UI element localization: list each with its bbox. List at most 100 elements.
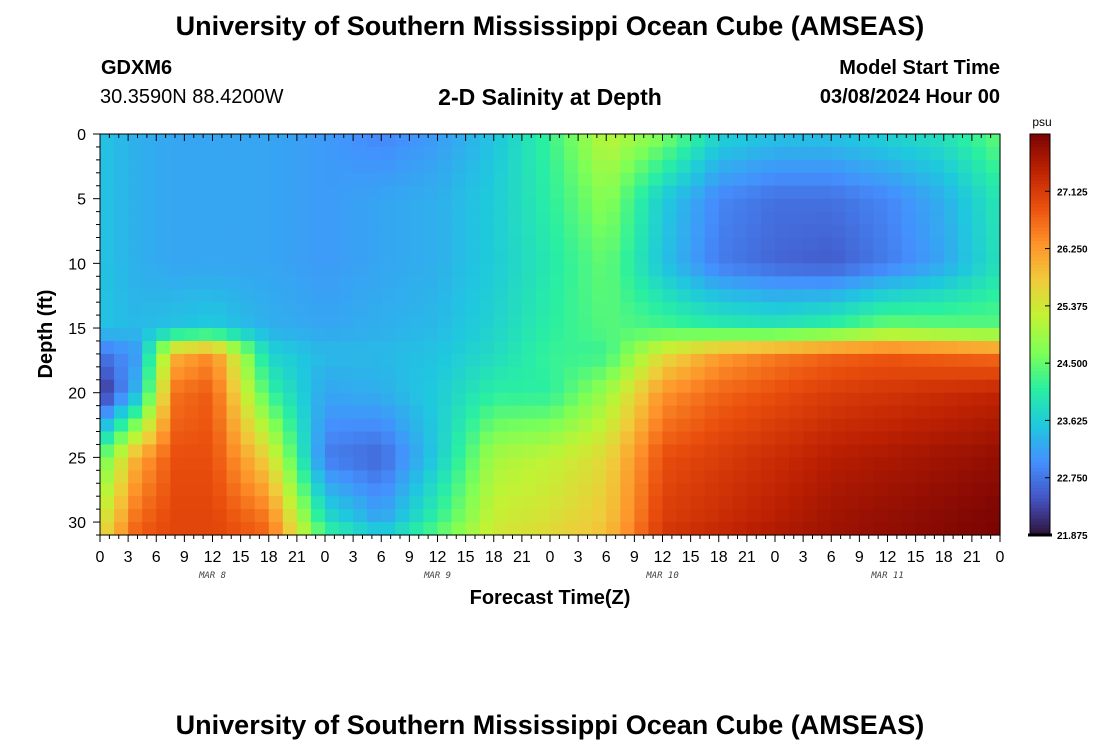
heatmap-cell (254, 379, 270, 394)
heatmap-cell (325, 328, 340, 342)
heatmap-cell (240, 379, 256, 394)
heatmap-cell (381, 315, 396, 329)
heatmap-cell (100, 172, 115, 187)
heatmap-cell (381, 159, 396, 174)
heatmap-cell (592, 496, 607, 510)
heatmap-cell (339, 289, 354, 303)
heatmap-cell (732, 250, 748, 264)
colorbar-tick-label: 23.625 (1057, 416, 1088, 427)
colorbar-segment (1030, 217, 1050, 222)
heatmap-cell (395, 509, 410, 523)
heatmap-cell (606, 185, 621, 200)
heatmap-cell (423, 353, 439, 368)
heatmap-cell (985, 211, 1001, 226)
heatmap-cell (578, 172, 593, 187)
heatmap-cell (845, 159, 860, 174)
heatmap-cell (170, 509, 185, 523)
heatmap-cell (521, 224, 537, 239)
colorbar-segment (1030, 321, 1050, 326)
heatmap-cell (662, 211, 678, 226)
heatmap-cell (240, 509, 256, 523)
heatmap-cell (760, 211, 776, 226)
heatmap-cell (184, 172, 200, 187)
heatmap-cell (732, 405, 748, 420)
heatmap-cell (521, 483, 537, 497)
colorbar-segment (1030, 197, 1050, 202)
heatmap-cell (226, 198, 242, 213)
heatmap-cell (507, 509, 523, 523)
x-tick-label: 21 (738, 549, 756, 566)
heatmap-cell (451, 146, 467, 161)
heatmap-cell (128, 289, 143, 303)
heatmap-cell (226, 470, 242, 484)
heatmap-cell (296, 483, 312, 497)
heatmap-cell (817, 159, 832, 174)
heatmap-cell (156, 457, 171, 471)
heatmap-cell (353, 353, 368, 368)
heatmap-cell (873, 405, 889, 420)
heatmap-cell (367, 405, 382, 420)
heatmap-cell (775, 470, 790, 484)
heatmap-cell (971, 418, 987, 433)
heatmap-cell (971, 328, 987, 342)
heatmap-cell (395, 366, 410, 381)
heatmap-cell (226, 263, 242, 277)
heatmap-cell (732, 159, 748, 174)
heatmap-cell (915, 509, 931, 523)
heatmap-cell (353, 146, 368, 161)
heatmap-cell (423, 418, 439, 433)
page-title: University of Southern Mississippi Ocean… (175, 11, 925, 41)
heatmap-cell (592, 340, 607, 355)
heatmap-cell (985, 237, 1001, 252)
heatmap-cell (662, 289, 678, 303)
heatmap-cell (325, 250, 340, 264)
heatmap-cell (128, 159, 143, 174)
heatmap-cell (226, 159, 242, 174)
heatmap-cell (465, 379, 481, 394)
heatmap-cell (648, 522, 664, 536)
heatmap-cell (296, 237, 312, 252)
heatmap-cell (901, 302, 917, 316)
heatmap-cell (929, 224, 945, 239)
heatmap-cell (451, 237, 467, 252)
heatmap-cell (718, 328, 734, 342)
heatmap-cell (718, 289, 734, 303)
heatmap-cell (789, 263, 804, 277)
heatmap-cell (479, 353, 495, 368)
heatmap-cell (296, 250, 312, 264)
heatmap-cell (873, 392, 889, 407)
heatmap-cell (212, 340, 228, 355)
heatmap-cell (564, 224, 579, 239)
heatmap-cell (184, 302, 200, 316)
heatmap-cell (451, 211, 467, 226)
heatmap-cell (704, 185, 720, 200)
colorbar-segment (1030, 461, 1050, 466)
heatmap-cell (437, 185, 453, 200)
heatmap-cell (746, 289, 762, 303)
heatmap-cell (451, 353, 467, 368)
heatmap-cell (282, 198, 298, 213)
heatmap-cell (451, 470, 467, 484)
heatmap-cell (550, 237, 565, 252)
heatmap-cell (367, 353, 382, 368)
heatmap-cell (732, 418, 748, 433)
heatmap-cell (873, 198, 889, 213)
heatmap-cell (353, 172, 368, 187)
heatmap-cell (676, 496, 692, 510)
heatmap-cell (325, 172, 340, 187)
colorbar-segment (1030, 134, 1050, 138)
heatmap-cell (845, 405, 860, 420)
heatmap-cell (550, 509, 565, 523)
heatmap-cell (746, 353, 762, 368)
heatmap-cell (240, 263, 256, 277)
heatmap-cell (676, 457, 692, 471)
heatmap-cell (592, 237, 607, 252)
heatmap-cell (142, 224, 157, 239)
heatmap-cell (606, 224, 621, 239)
heatmap-cell (128, 263, 143, 277)
heatmap-cell (268, 418, 284, 433)
heatmap-cell (339, 405, 354, 420)
heatmap-cell (100, 353, 115, 368)
heatmap-cell (845, 379, 860, 394)
heatmap-cell (634, 366, 650, 381)
